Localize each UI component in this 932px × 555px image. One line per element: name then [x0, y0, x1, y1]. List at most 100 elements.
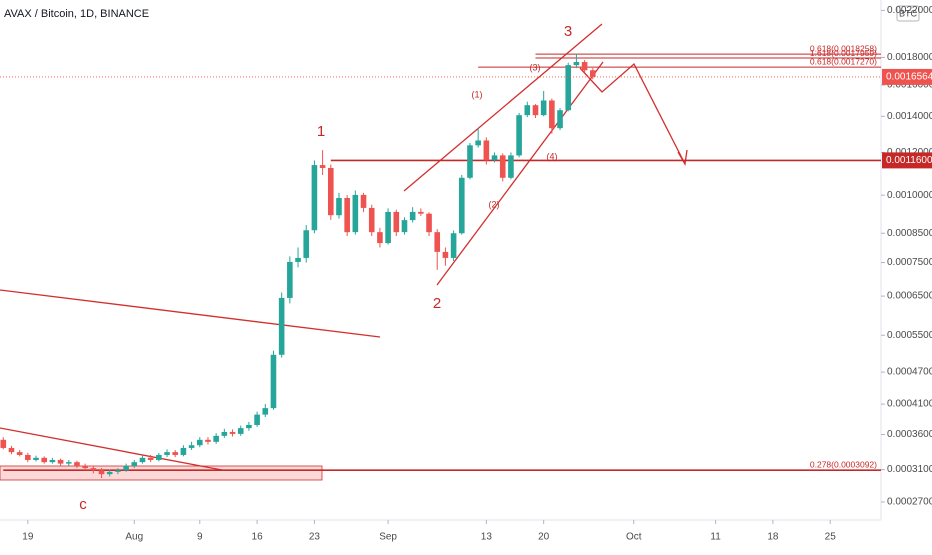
candle-body [270, 354, 277, 409]
candle-body [0, 439, 7, 448]
wave-label: (4) [547, 151, 558, 161]
last-price-label: 0.0016564 [886, 72, 932, 83]
y-tick-label: 0.0018000 [887, 52, 932, 63]
fib-label: 1.618(0.0017959) [810, 48, 877, 58]
trend-line [0, 427, 223, 471]
projection-arrowhead [677, 149, 688, 166]
candle-body [327, 167, 334, 216]
x-tick-label: 20 [538, 532, 550, 543]
trend-line [0, 289, 381, 338]
candle-body [524, 105, 531, 116]
candle-body [458, 177, 465, 234]
x-tick-label: Sep [379, 532, 397, 543]
candle-body [409, 211, 416, 221]
candles [0, 53, 596, 479]
wave-label: 1 [317, 123, 325, 140]
candle-body [319, 165, 326, 168]
candle-body [385, 211, 391, 244]
candle-body [589, 70, 596, 77]
candle-body [8, 447, 15, 453]
candle-body [196, 439, 203, 446]
y-tick-label: 0.0004700 [887, 367, 932, 378]
currency-label: BTC [899, 8, 918, 18]
y-tick-label: 0.0002700 [887, 497, 932, 508]
candle-body [368, 207, 375, 233]
candle-body [98, 470, 105, 475]
fib-label: 0.278(0.0003092) [810, 459, 877, 469]
x-tick-label: 11 [710, 532, 721, 543]
candle-body [156, 454, 162, 460]
candle-body [532, 105, 539, 116]
candle-body [180, 447, 187, 455]
candle-body [164, 452, 170, 455]
candle-body [295, 257, 301, 262]
candle-body [246, 424, 252, 429]
candle-body [483, 140, 490, 161]
candle-body [213, 435, 219, 442]
candle-body [287, 261, 293, 298]
candle-body [262, 408, 269, 415]
y-tick-label: 0.0022000 [887, 5, 932, 16]
candle-body [557, 110, 563, 129]
candle-body [467, 145, 473, 178]
candle-body [205, 439, 211, 442]
candle-body [336, 197, 342, 216]
candle-body [360, 194, 367, 208]
candle-body [573, 62, 580, 66]
projection-path [579, 62, 686, 165]
y-tick-label: 0.0003600 [887, 429, 932, 440]
candle-body [540, 100, 547, 116]
currency-box [896, 5, 920, 22]
x-tick-label: 16 [252, 532, 264, 543]
y-tick-label: 0.0016000 [887, 80, 932, 91]
wave-label: c [79, 496, 87, 513]
candle-body [549, 100, 555, 129]
x-tick-label: 23 [309, 532, 321, 543]
price-level-box [882, 152, 932, 169]
wave-label: 2 [433, 295, 441, 312]
x-tick-label: 19 [22, 532, 34, 543]
candle-body [426, 213, 432, 233]
candle-body [82, 465, 88, 469]
candle-body [57, 459, 64, 464]
price-level-label: 0.0011600 [886, 155, 932, 166]
candle-body [352, 194, 359, 233]
wave-label: 3 [564, 23, 572, 40]
candle-body [278, 297, 285, 355]
candle-body [516, 115, 522, 156]
candle-body [565, 65, 572, 111]
x-tick-label: Aug [125, 532, 143, 543]
candle-body [65, 462, 72, 464]
candle-body [115, 470, 121, 472]
x-tick-label: 13 [481, 532, 493, 543]
x-tick-label: 25 [825, 532, 837, 543]
x-tick-label: Oct [626, 532, 642, 543]
fib-label: 0.618(0.0017270) [810, 56, 877, 66]
y-tick-label: 0.0004100 [887, 399, 932, 410]
support-zone [0, 465, 323, 481]
channel-line [403, 23, 603, 192]
candle-body [229, 431, 236, 434]
candle-body [90, 468, 97, 471]
last-price-box [882, 68, 932, 85]
x-tick-label: 18 [767, 532, 779, 543]
candle-body [254, 414, 260, 425]
y-tick-label: 0.0006500 [887, 291, 932, 302]
candle-body [475, 140, 481, 146]
candle-body [303, 230, 310, 258]
y-tick-label: 0.0005500 [887, 330, 932, 341]
y-tick-label: 0.0008500 [887, 228, 932, 239]
candle-body [16, 452, 23, 455]
wave-label: (1) [472, 89, 483, 99]
candle-body [49, 459, 56, 463]
candle-body [344, 197, 350, 233]
candle-body [393, 211, 400, 233]
channel-line [436, 61, 604, 286]
y-tick-label: 0.0007500 [887, 257, 932, 268]
y-tick-label: 0.0010000 [887, 190, 932, 201]
candle-body [123, 465, 129, 471]
y-tick-label: 0.0003100 [887, 464, 932, 475]
candle-body [508, 155, 514, 178]
candle-body [172, 452, 179, 455]
